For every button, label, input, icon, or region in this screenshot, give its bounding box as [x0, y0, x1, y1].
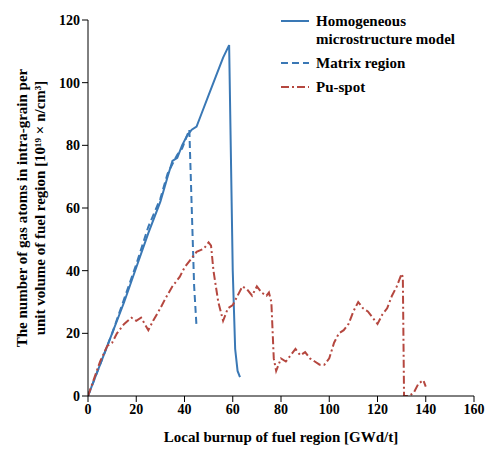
svg-text:80: 80: [66, 138, 80, 153]
svg-text:140: 140: [415, 402, 436, 417]
svg-text:40: 40: [66, 264, 80, 279]
html-text:Pu-spot: Pu-spot: [316, 79, 366, 95]
svg-text:60: 60: [66, 201, 80, 216]
html-text:Homogeneous microstructure mod: Homogeneous microstructure model: [316, 13, 455, 47]
svg-text:120: 120: [367, 402, 388, 417]
svg-text:60: 60: [226, 402, 240, 417]
svg-text:0: 0: [73, 389, 80, 404]
svg-text:20: 20: [66, 326, 80, 341]
svg-text:100: 100: [319, 402, 340, 417]
html-text:unit volume of fuel region [10: unit volume of fuel region [10¹⁹ × n/cm³…: [32, 80, 48, 336]
svg-text:80: 80: [274, 402, 288, 417]
svg-text:40: 40: [178, 402, 192, 417]
svg-text:120: 120: [59, 13, 80, 28]
svg-text:Local burnup of fuel region [G: Local burnup of fuel region [GWd/t]: [164, 429, 398, 445]
html-text:Matrix region: Matrix region: [316, 55, 406, 71]
svg-text:100: 100: [59, 76, 80, 91]
svg-text:0: 0: [85, 402, 92, 417]
html-text:The number of gas atoms in int: The number of gas atoms in intra-grain p…: [14, 68, 30, 348]
svg-text:20: 20: [129, 402, 143, 417]
svg-text:160: 160: [464, 402, 485, 417]
